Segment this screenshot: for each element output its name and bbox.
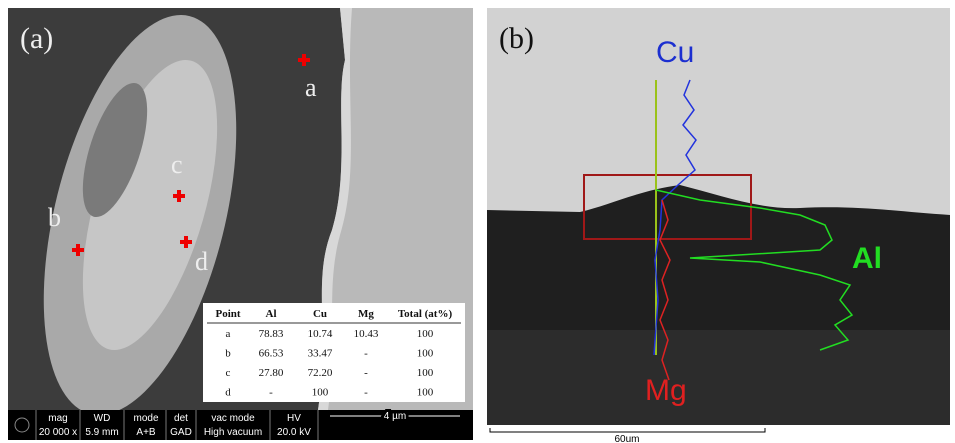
coating-region bbox=[487, 8, 950, 215]
table-cell: a bbox=[226, 328, 231, 340]
table-cell: 27.80 bbox=[259, 367, 284, 379]
element-label: Mg bbox=[645, 374, 687, 407]
table-cell: 100 bbox=[417, 367, 434, 379]
table-cell: 100 bbox=[312, 387, 329, 399]
table-cell: b bbox=[225, 348, 231, 360]
scale-label: 4 µm bbox=[384, 411, 406, 422]
point-label: a bbox=[305, 73, 317, 102]
field-name: HV bbox=[287, 413, 301, 424]
info-bar: 4 µm mag 20 000 x WD 5.9 mm mode A+B det GAD vac… bbox=[8, 410, 473, 440]
element-label: Cu bbox=[656, 36, 694, 69]
field-name: vac mode bbox=[211, 413, 255, 424]
table-cell: 100 bbox=[417, 387, 434, 399]
lower-region bbox=[487, 330, 950, 425]
figure: (a) a b c d Point Al Cu Mg Total (at%) a 78.83… bbox=[0, 0, 955, 443]
table-cell: d bbox=[225, 387, 231, 399]
panel-label: (a) bbox=[20, 22, 53, 55]
table-cell: 66.53 bbox=[259, 348, 284, 360]
table-header: Cu bbox=[313, 308, 327, 320]
table-cell: - bbox=[364, 387, 368, 399]
point-label: b bbox=[48, 203, 61, 232]
point-label: c bbox=[171, 150, 183, 179]
scale-label: 60um bbox=[614, 434, 639, 443]
panel-a: (a) a b c d Point Al Cu Mg Total (at%) a 78.83… bbox=[8, 0, 473, 440]
field-name: mag bbox=[48, 413, 67, 424]
field-value: GAD bbox=[170, 427, 192, 438]
scale-bar bbox=[490, 428, 765, 432]
table-cell: - bbox=[364, 348, 368, 360]
table-cell: 33.47 bbox=[308, 348, 333, 360]
table-header: Point bbox=[215, 308, 240, 320]
composition-table: Point Al Cu Mg Total (at%) a 78.83 10.74 10.43 10… bbox=[203, 303, 465, 402]
field-name: mode bbox=[133, 413, 158, 424]
field-value: 5.9 mm bbox=[85, 427, 118, 438]
table-header: Al bbox=[266, 308, 277, 320]
table-cell: - bbox=[364, 367, 368, 379]
table-cell: 10.74 bbox=[308, 328, 333, 340]
table-header: Mg bbox=[358, 308, 374, 320]
field-name: det bbox=[174, 413, 188, 424]
table-cell: 78.83 bbox=[259, 328, 284, 340]
point-label: d bbox=[195, 247, 208, 276]
field-value: High vacuum bbox=[204, 427, 262, 438]
field-value: 20 000 x bbox=[39, 427, 77, 438]
table-header: Total (at%) bbox=[398, 308, 453, 320]
table-cell: 72.20 bbox=[308, 367, 333, 379]
table-cell: 10.43 bbox=[354, 328, 379, 340]
table-cell: 100 bbox=[417, 328, 434, 340]
table-cell: - bbox=[269, 387, 273, 399]
panel-label: (b) bbox=[499, 22, 534, 55]
panel-b: (b) Cu Al Mg 60um bbox=[487, 8, 950, 443]
field-value: A+B bbox=[136, 427, 156, 438]
field-value: 20.0 kV bbox=[277, 427, 311, 438]
table-cell: c bbox=[226, 367, 231, 379]
element-label: Al bbox=[852, 242, 882, 275]
table-cell: 100 bbox=[417, 348, 434, 360]
field-name: WD bbox=[94, 413, 111, 424]
